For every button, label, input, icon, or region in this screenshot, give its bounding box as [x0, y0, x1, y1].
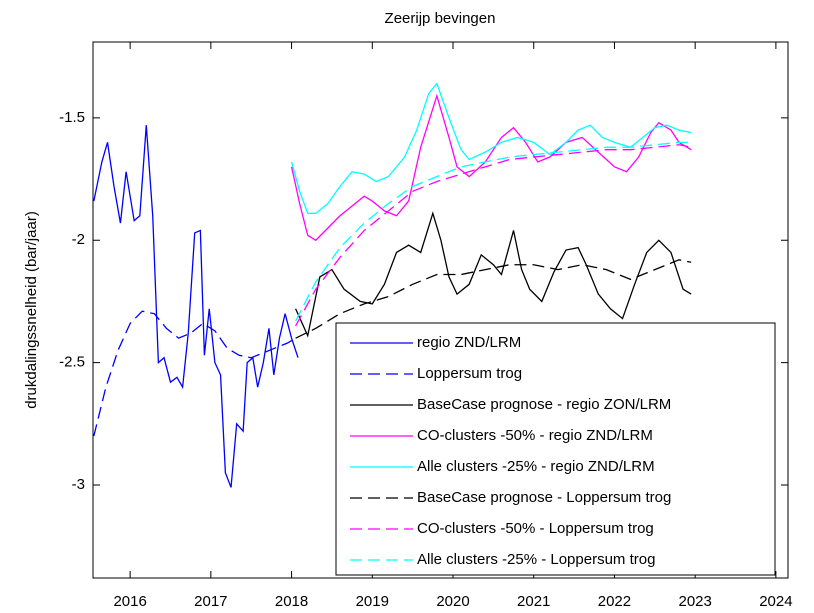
y-tick-label: -2.5 — [59, 354, 85, 371]
data-line — [290, 82, 692, 214]
legend-box — [335, 322, 776, 576]
legend-label: regio ZND/LRM — [417, 334, 521, 351]
x-tick-label: 2021 — [517, 593, 550, 610]
legend-label: BaseCase prognose - Loppersum trog — [417, 489, 671, 506]
data-line — [93, 310, 296, 437]
legend-label: CO-clusters -50% - Loppersum trog — [417, 520, 654, 537]
y-tick-label: -2 — [72, 231, 85, 248]
x-tick-label: 2016 — [113, 593, 146, 610]
data-line — [290, 93, 692, 242]
x-tick-label: 2019 — [356, 593, 389, 610]
legend-label: Alle clusters -25% - Loppersum trog — [417, 551, 655, 568]
data-line — [295, 141, 692, 322]
data-line — [295, 259, 692, 339]
x-tick-label: 2017 — [194, 593, 227, 610]
plot-frame — [92, 41, 789, 579]
x-tick-label: 2020 — [436, 593, 469, 610]
x-tick-label: 2022 — [598, 593, 631, 610]
x-tick-label: 2024 — [759, 593, 792, 610]
y-tick-label: -1.5 — [59, 109, 85, 126]
x-tick-label: 2018 — [275, 593, 308, 610]
data-line — [93, 125, 299, 488]
data-line — [295, 144, 692, 327]
chart-title: Zeerijp bevingen — [385, 10, 496, 27]
legend-label: BaseCase prognose - regio ZON/LRM — [417, 396, 671, 413]
legend-label: Loppersum trog — [417, 365, 522, 382]
legend-label: CO-clusters -50% - regio ZND/LRM — [417, 427, 653, 444]
y-tick-label: -3 — [72, 476, 85, 493]
legend-label: Alle clusters -25% - regio ZND/LRM — [417, 458, 655, 475]
y-axis-label: drukdalingssnelheid (bar/jaar) — [23, 211, 40, 409]
data-line — [295, 211, 692, 338]
x-tick-label: 2023 — [678, 593, 711, 610]
